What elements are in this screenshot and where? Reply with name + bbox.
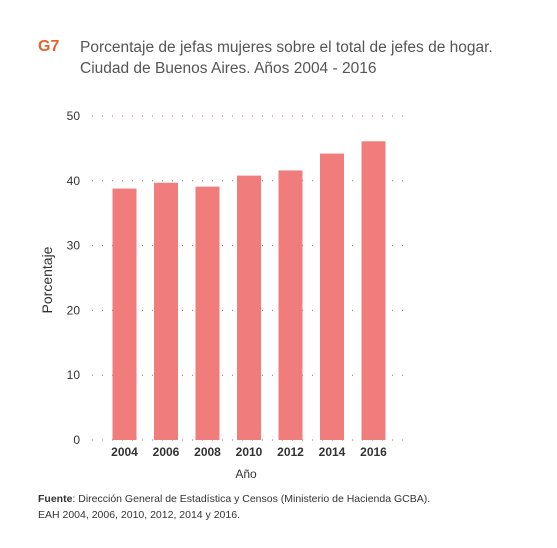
chart-title-line-1: Porcentaje de jefas mujeres sobre el tot… xyxy=(80,39,493,56)
x-axis-label: Año xyxy=(235,467,257,481)
x-tick-label: 2012 xyxy=(277,445,304,459)
bar-2006 xyxy=(154,182,178,440)
y-axis-ticks: 0 10 20 30 40 50 xyxy=(67,109,81,447)
bar-2012 xyxy=(278,170,303,440)
x-tick-label: 2016 xyxy=(360,445,387,459)
x-axis-ticks: 2004 2006 2008 2010 2012 2014 2016 xyxy=(111,445,387,459)
x-tick-label: 2004 xyxy=(111,445,138,459)
x-tick-label: 2006 xyxy=(153,445,180,459)
chart-title-line-2: Ciudad de Buenos Aires. Años 2004 - 2016 xyxy=(80,60,377,77)
y-tick-label: 50 xyxy=(67,109,81,123)
y-tick-label: 20 xyxy=(67,303,81,317)
x-tick-label: 2010 xyxy=(236,445,263,459)
source-label: Fuente xyxy=(38,493,73,505)
y-axis-label: Porcentaje xyxy=(39,246,55,313)
bar-2010 xyxy=(237,175,261,440)
y-tick-label: 40 xyxy=(67,174,81,188)
chart-title: Porcentaje de jefas mujeres sobre el tot… xyxy=(80,37,540,79)
figure-id: G7 xyxy=(38,38,60,55)
bar-2016 xyxy=(361,141,386,440)
bars xyxy=(112,141,386,441)
bar-2004 xyxy=(112,188,137,440)
x-tick-label: 2008 xyxy=(194,445,221,459)
source-text: : Dirección General de Estadística y Cen… xyxy=(72,493,431,505)
source-text-line-2: EAH 2004, 2006, 2010, 2012, 2014 y 2016. xyxy=(38,509,240,521)
x-tick-label: 2014 xyxy=(319,445,346,459)
gridlines xyxy=(92,115,405,441)
source-note: Fuente: Dirección General de Estadística… xyxy=(38,491,538,523)
y-tick-label: 10 xyxy=(67,368,81,382)
bar-2014 xyxy=(320,153,344,441)
bar-2008 xyxy=(195,186,220,440)
y-tick-label: 0 xyxy=(73,433,80,447)
y-tick-label: 30 xyxy=(67,239,81,253)
